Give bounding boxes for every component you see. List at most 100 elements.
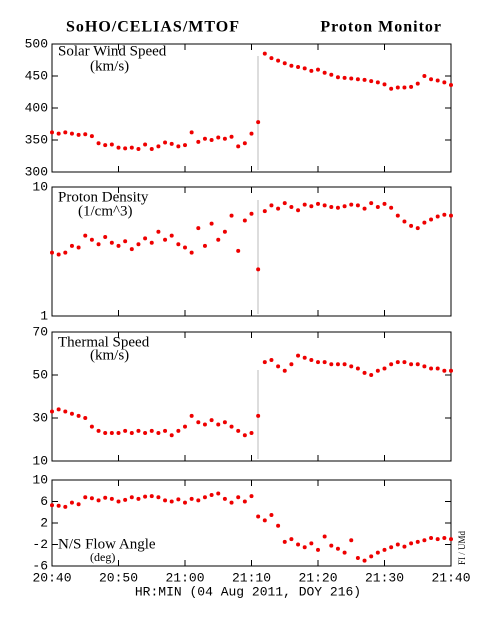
data-point [103,143,108,148]
data-point [329,543,334,548]
data-point [103,431,108,436]
y-tick-label: 300 [25,164,48,179]
data-point [129,145,134,150]
data-point [276,523,281,528]
data-point [249,211,254,216]
data-point [382,201,387,206]
data-point [282,368,287,373]
data-point [402,544,407,549]
data-point [83,132,88,137]
data-point [136,242,141,247]
data-point [309,204,314,209]
data-point [262,518,267,523]
data-point [256,120,261,125]
data-point [156,495,161,500]
data-point [103,234,108,239]
data-point [269,357,274,362]
data-point [136,146,141,151]
data-point [196,498,201,503]
data-point [143,431,148,436]
data-point [276,206,281,211]
data-point [50,130,54,135]
data-point [209,221,214,226]
data-point [262,360,267,365]
data-point [335,546,340,551]
data-point [156,229,161,234]
data-point [50,503,54,508]
data-point [402,219,407,224]
chart-title: SoHO/CELIAS/MTOF [66,19,240,36]
y-tick-label: 450 [25,68,48,83]
data-point [242,499,247,504]
data-point [409,362,414,367]
y-tick-label: 2 [40,515,48,530]
data-point [349,538,354,543]
data-point [316,547,320,552]
data-point [449,82,453,87]
data-point [242,141,247,146]
data-point [422,220,427,225]
data-point [342,362,347,367]
data-point [56,503,61,508]
data-point [63,130,68,135]
data-point [296,65,301,70]
data-point [269,512,274,517]
data-point [116,243,121,248]
x-tick-label: 20:40 [32,570,71,585]
data-point [362,206,367,211]
data-point [149,428,154,433]
data-point [335,362,340,367]
data-point [109,431,114,436]
data-point [50,409,54,414]
data-point [56,131,61,136]
x-tick-label: 21:00 [165,570,204,585]
data-point [169,141,174,146]
data-point [63,409,68,414]
data-point [435,537,440,542]
credit: FI / UMd [457,531,467,566]
data-point [169,499,174,504]
data-point [129,247,134,252]
y-tick-label: 70 [32,324,48,339]
data-point [375,80,380,85]
data-point [402,360,407,365]
data-point [196,139,201,144]
data-point [415,81,420,86]
data-point [362,77,367,82]
data-point [69,411,74,416]
panel-unit: (1/cm^3) [78,203,133,219]
data-point [375,550,380,555]
data-point [335,205,340,210]
data-point [76,413,81,418]
data-point [389,205,394,210]
data-point [389,545,394,550]
data-point [429,217,434,222]
data-point [209,493,214,498]
data-point [189,496,194,501]
data-point [276,58,281,63]
data-point [216,237,221,242]
data-point [129,431,134,436]
data-point [329,204,334,209]
data-point [322,534,327,539]
data-point [63,504,68,509]
data-point [163,428,168,433]
data-point [429,366,434,371]
data-point [422,364,427,369]
data-point [149,494,154,499]
y-tick-label: -6 [32,558,48,573]
y-tick-label: 500 [25,36,48,51]
data-point [262,209,267,214]
data-point [449,537,453,542]
data-point [149,146,154,151]
data-point [123,497,128,502]
panel-label: Thermal Speed [58,334,150,350]
data-point [289,537,294,542]
data-point [389,86,394,91]
data-point [329,72,334,77]
data-point [202,495,207,500]
data-point [136,496,141,501]
data-point [389,362,394,367]
x-tick-label: 21:20 [298,570,337,585]
data-point [309,541,314,546]
